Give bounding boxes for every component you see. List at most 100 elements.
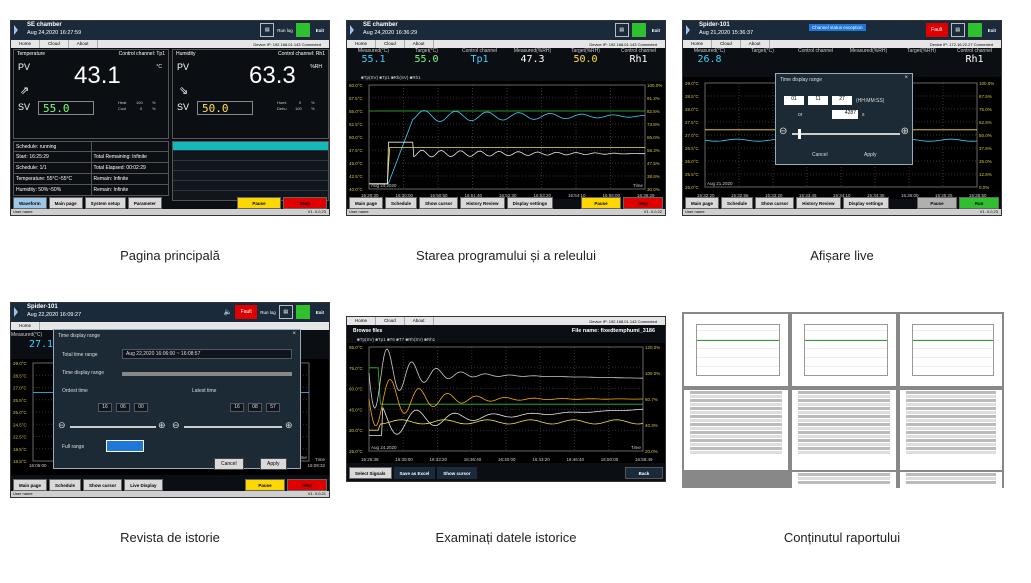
earliest-hour[interactable]: 16 — [98, 403, 112, 412]
temperature-sv-field[interactable]: 55.0 — [38, 101, 94, 115]
menu-about[interactable]: About — [741, 40, 770, 48]
stop-button[interactable]: Stop — [623, 197, 663, 209]
live-display-button[interactable]: Live Display — [124, 479, 163, 491]
pause-button[interactable]: Pause — [581, 197, 621, 209]
report-page-thumbnail[interactable] — [900, 472, 1002, 488]
main-page-button[interactable]: Main page — [13, 479, 48, 491]
show-cursor-button[interactable]: Show cursor — [437, 467, 477, 479]
menu-about[interactable]: About — [405, 40, 434, 48]
fault-indicator[interactable]: Fault — [925, 23, 948, 37]
fault-indicator[interactable]: Fault — [235, 305, 258, 319]
run-status-icon[interactable] — [631, 23, 646, 37]
cancel-button[interactable]: Cancel — [214, 458, 244, 470]
display-settings-button[interactable]: Display settings — [842, 197, 890, 209]
apply-button[interactable]: Apply — [260, 458, 287, 470]
exit-button[interactable]: Exit — [987, 27, 996, 33]
report-page-thumbnail[interactable] — [792, 314, 896, 386]
cancel-button[interactable]: Cancel — [806, 150, 834, 160]
seconds-input[interactable]: 27 — [832, 96, 852, 105]
report-page-thumbnail[interactable] — [792, 472, 896, 488]
system-setup-button[interactable]: System setup — [84, 197, 126, 209]
display-range-bar[interactable] — [122, 372, 292, 376]
back-button[interactable]: Back — [625, 467, 663, 479]
close-icon[interactable]: × — [904, 75, 908, 81]
run-status-icon[interactable] — [295, 305, 310, 319]
exit-button[interactable]: Exit — [315, 27, 324, 33]
earliest-second[interactable]: 00 — [134, 403, 148, 412]
latest-second[interactable]: 57 — [266, 403, 280, 412]
run-button[interactable]: Run — [959, 197, 999, 209]
show-cursor-button[interactable]: Show cursor — [83, 479, 123, 491]
show-cursor-button[interactable]: Show cursor — [755, 197, 795, 209]
humidity-sv-field[interactable]: 50.0 — [197, 101, 253, 115]
pause-button[interactable]: Pause — [917, 197, 957, 209]
zoom-out-icon[interactable]: ⊖ — [779, 126, 788, 137]
apply-button[interactable]: Apply — [858, 150, 883, 160]
full-range-toggle[interactable] — [106, 440, 144, 452]
pause-button[interactable]: Pause — [245, 479, 285, 491]
menu-home[interactable]: Home — [11, 322, 41, 330]
report-page-thumbnail[interactable] — [792, 390, 896, 470]
earliest-plus-icon[interactable]: ⊕ — [158, 420, 166, 430]
save-excel-button[interactable]: Save as Excel — [393, 467, 436, 479]
speaker-icon[interactable]: 🔈 — [223, 309, 233, 316]
schedule-button[interactable]: Schedule — [49, 479, 82, 491]
latest-plus-icon[interactable]: ⊕ — [285, 420, 293, 430]
menu-cloud[interactable]: Cloud — [40, 40, 69, 48]
schedule-button[interactable]: Schedule — [385, 197, 418, 209]
report-page-thumbnail[interactable] — [900, 314, 1002, 386]
range-slider[interactable] — [792, 133, 900, 135]
run-status-icon[interactable] — [967, 23, 982, 37]
latest-minus-icon[interactable]: ⊖ — [172, 420, 180, 430]
menu-cloud[interactable]: Cloud — [376, 40, 405, 48]
stop-button[interactable]: Stop — [287, 479, 327, 491]
schedule-button[interactable]: Schedule — [721, 197, 754, 209]
log-icon[interactable]: ▤ — [614, 23, 629, 37]
latest-minute[interactable]: 08 — [248, 403, 262, 412]
heating-arrow-icon: ⇗ — [20, 85, 30, 97]
close-icon[interactable]: × — [292, 331, 296, 337]
exit-button[interactable]: Exit — [651, 27, 660, 33]
history-review-button[interactable]: History Review — [796, 197, 841, 209]
exit-button[interactable]: Exit — [315, 309, 324, 315]
version: V1. 0.0.23 — [307, 209, 326, 214]
menu-about[interactable]: About — [405, 317, 434, 325]
report-page-thumbnail[interactable] — [900, 390, 1002, 470]
range-slider-handle[interactable] — [798, 129, 801, 139]
run-status-icon[interactable] — [295, 23, 310, 37]
seconds-total-input[interactable]: 4287 — [832, 110, 858, 119]
menu-about[interactable]: About — [69, 40, 98, 48]
log-icon[interactable]: ▤ — [278, 305, 293, 319]
select-signals-button[interactable]: Select Signals — [349, 467, 392, 479]
menu-home[interactable]: Home — [683, 40, 713, 48]
menu-home[interactable]: Home — [347, 317, 377, 325]
hours-input[interactable]: 01 — [784, 96, 804, 105]
show-cursor-button[interactable]: Show cursor — [419, 197, 459, 209]
latest-hour[interactable]: 16 — [230, 403, 244, 412]
log-icon[interactable]: ▤ — [950, 23, 965, 37]
pause-button[interactable]: Pause — [237, 197, 281, 209]
menu-cloud[interactable]: Cloud — [712, 40, 741, 48]
log-icon[interactable]: ▤ — [260, 23, 275, 37]
main-page-button[interactable]: Main page — [349, 197, 384, 209]
menu-home[interactable]: Home — [11, 40, 41, 48]
zoom-in-icon[interactable]: ⊕ — [900, 126, 909, 137]
report-page-thumbnail[interactable] — [684, 390, 788, 470]
channel-status-alert[interactable]: Channel status exception — [809, 24, 866, 31]
display-settings-button[interactable]: Display settings — [506, 197, 554, 209]
earliest-slider[interactable] — [70, 426, 156, 428]
main-page-button[interactable]: Main page — [48, 197, 83, 209]
latest-slider[interactable] — [184, 426, 282, 428]
main-page-button[interactable]: Main page — [685, 197, 720, 209]
earliest-minus-icon[interactable]: ⊖ — [58, 420, 66, 430]
minutes-input[interactable]: 11 — [808, 96, 828, 105]
earliest-minute[interactable]: 06 — [116, 403, 130, 412]
menu-home[interactable]: Home — [347, 40, 377, 48]
stop-button[interactable]: Stop — [283, 197, 327, 209]
history-review-button[interactable]: History Review — [460, 197, 505, 209]
report-table-row — [798, 395, 890, 398]
report-page-thumbnail[interactable] — [684, 314, 788, 386]
waveform-button[interactable]: Waveform — [13, 197, 47, 209]
menu-cloud[interactable]: Cloud — [376, 317, 405, 325]
parameter-button[interactable]: Parameter — [127, 197, 162, 209]
